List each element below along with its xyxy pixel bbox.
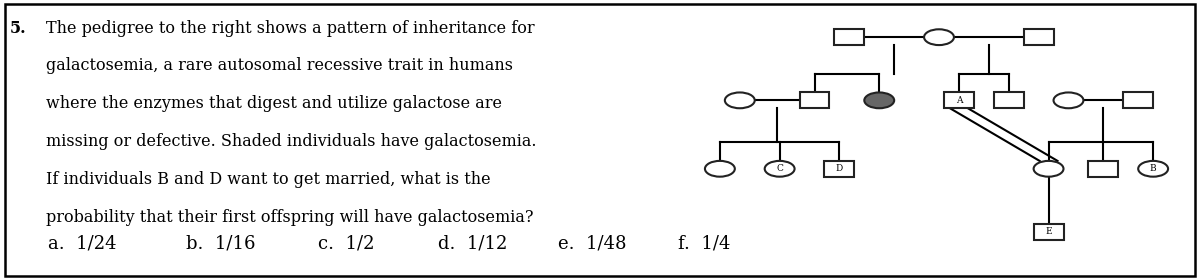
Text: f.  1/4: f. 1/4 [678,234,731,252]
Bar [944,92,974,108]
Text: If individuals B and D want to get married, what is the: If individuals B and D want to get marri… [46,171,491,188]
Ellipse shape [704,161,734,177]
Ellipse shape [764,161,794,177]
Ellipse shape [924,29,954,45]
Text: e.  1/48: e. 1/48 [558,234,626,252]
Text: D: D [835,164,844,173]
Ellipse shape [1054,92,1084,108]
Text: C: C [776,164,784,173]
Text: B: B [1150,164,1157,173]
Bar [834,29,864,45]
Text: where the enzymes that digest and utilize galactose are: where the enzymes that digest and utiliz… [46,95,502,112]
Text: 5.: 5. [10,20,26,37]
Bar [994,92,1024,108]
Ellipse shape [725,92,755,108]
Bar [1033,224,1063,240]
Text: a.  1/24: a. 1/24 [48,234,116,252]
Text: c.  1/2: c. 1/2 [318,234,374,252]
Text: E: E [1045,227,1052,236]
Ellipse shape [1138,161,1168,177]
Bar [824,161,854,177]
Ellipse shape [1033,161,1063,177]
Text: d.  1/12: d. 1/12 [438,234,508,252]
Bar [1024,29,1054,45]
Text: The pedigree to the right shows a pattern of inheritance for: The pedigree to the right shows a patter… [46,20,534,37]
Text: probability that their first offspring will have galactosemia?: probability that their first offspring w… [46,209,533,226]
Text: galactosemia, a rare autosomal recessive trait in humans: galactosemia, a rare autosomal recessive… [46,57,512,74]
Text: b.  1/16: b. 1/16 [186,234,256,252]
Bar [799,92,829,108]
Bar [1123,92,1153,108]
Text: missing or defective. Shaded individuals have galactosemia.: missing or defective. Shaded individuals… [46,133,536,150]
Ellipse shape [864,92,894,108]
Text: A: A [955,96,962,105]
Bar [1088,161,1118,177]
